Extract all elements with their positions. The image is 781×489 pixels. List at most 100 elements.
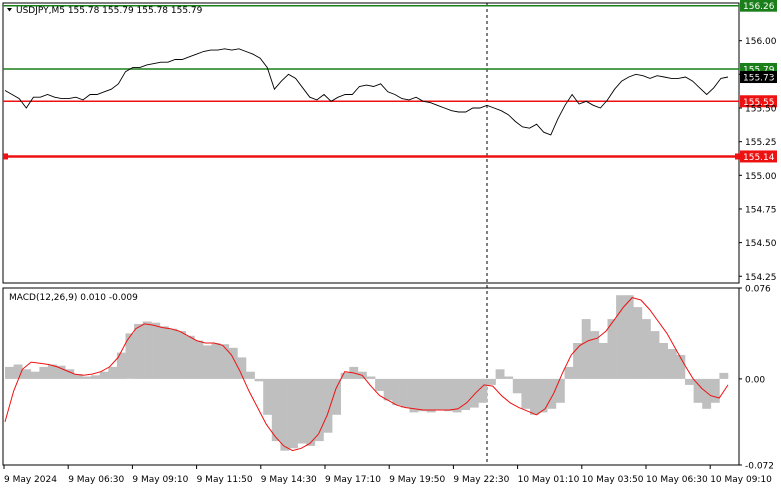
macd-histogram-bar	[641, 319, 651, 379]
macd-histogram-bar	[73, 374, 83, 379]
macd-tick-label: 0.076	[745, 285, 771, 295]
macd-histogram-bar	[159, 326, 169, 379]
macd-histogram-bar	[383, 378, 393, 401]
level-tag-155.55	[740, 95, 777, 108]
macd-histogram-bar	[409, 378, 419, 413]
level-tag-text: 155.79	[743, 65, 775, 75]
price-tick-label: 154.25	[745, 273, 777, 283]
macd-histogram-bar	[39, 366, 49, 379]
macd-histogram-bar	[185, 335, 195, 379]
macd-histogram-bar	[659, 343, 668, 379]
macd-histogram-bar	[314, 378, 324, 442]
macd-histogram-bar	[719, 372, 729, 379]
macd-histogram-bar	[116, 352, 126, 379]
time-tick-label: 10 May 09:10	[710, 475, 772, 485]
macd-histogram-bar	[366, 376, 376, 379]
macd-histogram-bar	[340, 372, 350, 379]
macd-histogram-bar	[624, 295, 634, 379]
macd-histogram-bar	[246, 371, 255, 379]
time-tick-label: 9 May 19:50	[389, 475, 445, 485]
price-tick-label: 155.50	[745, 105, 777, 115]
macd-histogram-bar	[444, 378, 453, 412]
macd-histogram-bar	[289, 378, 298, 449]
macd-histogram-bar	[5, 366, 14, 379]
macd-signal-line	[4, 297, 729, 452]
macd-histogram-bar	[702, 378, 712, 409]
macd-histogram-bar	[693, 378, 703, 403]
level-tag-text: 155.55	[743, 98, 775, 108]
macd-histogram-bar	[590, 331, 600, 379]
macd-histogram-bar	[478, 378, 488, 403]
macd-histogram-bar	[487, 378, 496, 385]
macd-histogram-bar	[469, 378, 479, 408]
price-tick-label: 154.75	[745, 205, 777, 215]
time-tick-label: 9 May 06:30	[68, 475, 124, 485]
macd-histogram-bar	[650, 331, 660, 379]
macd-panel-frame	[2, 287, 740, 466]
level-tag-text: 156.26	[743, 2, 775, 12]
macd-histogram-bar	[530, 378, 539, 415]
time-tick-label: 9 May 22:30	[453, 475, 509, 485]
macd-histogram-bar	[177, 331, 186, 379]
macd-histogram-bar	[685, 378, 694, 385]
price-line	[4, 48, 729, 136]
level-handle-left[interactable]	[3, 153, 8, 160]
macd-histogram-bar	[332, 378, 341, 415]
macd-histogram-bar	[452, 378, 462, 413]
price-panel-frame	[2, 2, 740, 284]
macd-histogram-bar	[30, 371, 40, 379]
macd-histogram-bar	[142, 321, 152, 379]
symbol-menu-icon[interactable]	[7, 8, 12, 12]
macd-histogram-bar	[108, 366, 118, 379]
time-tick-label: 9 May 17:10	[325, 475, 381, 485]
level-tag-155.14	[740, 150, 777, 163]
price-tick-label: 155.00	[745, 172, 777, 182]
macd-histogram-bar	[435, 378, 445, 410]
macd-histogram-bar	[538, 378, 548, 413]
time-tick-label: 10 May 01:10	[518, 475, 580, 485]
time-tick-label: 9 May 11:50	[197, 475, 253, 485]
macd-histogram-bar	[418, 378, 427, 412]
macd-histogram-bar	[203, 345, 212, 379]
macd-histogram-bar	[392, 378, 402, 406]
time-tick-label: 10 May 06:30	[646, 475, 708, 485]
macd-histogram-bar	[91, 375, 100, 379]
macd-histogram-bar	[400, 378, 410, 408]
level-handle-right[interactable]	[735, 153, 740, 160]
macd-histogram-bar	[581, 319, 591, 379]
macd-histogram-bar	[211, 343, 221, 379]
time-tick-label: 9 May 09:10	[132, 475, 188, 485]
price-tick-label: 156.00	[745, 37, 777, 47]
macd-histogram-bar	[633, 307, 643, 379]
macd-histogram-bar	[375, 378, 384, 391]
macd-histogram-bar	[134, 323, 143, 379]
price-tick-label: 155.75	[745, 71, 777, 81]
macd-histogram-bar	[616, 295, 625, 379]
macd-histogram-bar	[194, 340, 204, 379]
macd-histogram-bar	[48, 364, 57, 379]
macd-histogram-bar	[573, 343, 582, 379]
price-tick-label: 154.50	[745, 239, 777, 249]
macd-histogram-bar	[461, 378, 471, 410]
current-price-tag	[740, 71, 777, 84]
price-tick-label: 155.25	[745, 138, 777, 148]
macd-tick-label: -0.072	[745, 462, 774, 472]
macd-histogram-bar	[13, 364, 23, 379]
macd-histogram-bar	[220, 344, 230, 379]
macd-header: MACD(12,26,9) 0.010 -0.009	[9, 293, 138, 303]
macd-histogram-bar	[521, 378, 531, 409]
macd-histogram-bar	[676, 355, 686, 379]
macd-histogram-bar	[607, 319, 617, 379]
macd-histogram-bar	[297, 378, 307, 444]
symbol-header: USDJPY,M5 155.78 155.79 155.78 155.79	[16, 6, 203, 16]
macd-histogram-bar	[547, 378, 557, 409]
macd-histogram-bar	[504, 376, 514, 379]
macd-histogram-bar	[555, 378, 565, 403]
macd-histogram-bar	[710, 378, 720, 403]
macd-histogram-bar	[237, 357, 247, 379]
macd-histogram-bar	[168, 328, 178, 379]
current-price-text: 155.73	[743, 74, 775, 84]
macd-histogram-bar	[228, 347, 238, 379]
